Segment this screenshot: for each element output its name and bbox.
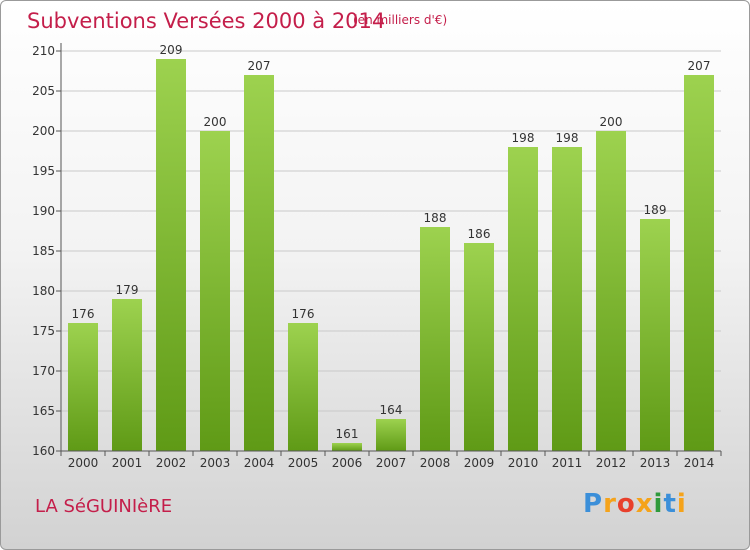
- bar-value-label: 198: [556, 131, 579, 145]
- bar: [288, 323, 318, 451]
- x-tick-label: 2012: [596, 456, 627, 470]
- x-tick-label: 2008: [420, 456, 451, 470]
- y-tick-label: 165: [32, 404, 55, 418]
- bar-value-label: 189: [644, 203, 667, 217]
- x-tick-label: 2006: [332, 456, 363, 470]
- bar-value-label: 207: [688, 59, 711, 73]
- bars: [68, 59, 714, 451]
- logo-letter: r: [603, 489, 617, 519]
- labels: 160 165 170 175 180 185 190 195 200 205 210 176 2000…: [32, 43, 714, 470]
- bar: [684, 75, 714, 451]
- place-name: LA SéGUINIèRE: [35, 496, 173, 517]
- y-tick-label: 190: [32, 204, 55, 218]
- y-tick-label: 210: [32, 44, 55, 58]
- logo-letter: o: [616, 489, 636, 519]
- y-tick-label: 170: [32, 364, 55, 378]
- axes: [56, 43, 722, 456]
- bar-value-label: 164: [380, 403, 403, 417]
- bar: [332, 443, 362, 451]
- bar-value-label: 207: [248, 59, 271, 73]
- x-tick-label: 2013: [640, 456, 671, 470]
- x-tick-label: 2000: [68, 456, 99, 470]
- logo-letter: i: [676, 489, 687, 519]
- logo-letter: P: [583, 489, 604, 519]
- logo-letter: i: [653, 489, 664, 519]
- y-tick-label: 205: [32, 84, 55, 98]
- bar: [112, 299, 142, 451]
- bar: [552, 147, 582, 451]
- logo-letter: t: [663, 489, 677, 519]
- y-tick-label: 195: [32, 164, 55, 178]
- proxiti-logo: Proxiti: [583, 489, 687, 519]
- bar: [68, 323, 98, 451]
- bar-value-label: 209: [160, 43, 183, 57]
- bar: [420, 227, 450, 451]
- y-tick-label: 175: [32, 324, 55, 338]
- chart-title: Subventions Versées 2000 à 2014: [27, 9, 386, 33]
- bar-value-label: 161: [336, 427, 359, 441]
- x-tick-label: 2002: [156, 456, 187, 470]
- bar: [596, 131, 626, 451]
- bar-value-label: 200: [204, 115, 227, 129]
- x-tick-label: 2010: [508, 456, 539, 470]
- x-tick-label: 2009: [464, 456, 495, 470]
- bar: [640, 219, 670, 451]
- y-tick-label: 160: [32, 444, 55, 458]
- logo-letter: x: [635, 489, 654, 519]
- bar: [200, 131, 230, 451]
- x-tick-label: 2005: [288, 456, 319, 470]
- bar: [508, 147, 538, 451]
- bar-value-label: 176: [72, 307, 95, 321]
- y-tick-label: 180: [32, 284, 55, 298]
- y-tick-label: 200: [32, 124, 55, 138]
- bar-value-label: 198: [512, 131, 535, 145]
- x-tick-label: 2004: [244, 456, 275, 470]
- x-tick-label: 2014: [684, 456, 715, 470]
- bar-value-label: 179: [116, 283, 139, 297]
- y-tick-label: 185: [32, 244, 55, 258]
- bar: [244, 75, 274, 451]
- bar-value-label: 176: [292, 307, 315, 321]
- bar-value-label: 188: [424, 211, 447, 225]
- bar: [376, 419, 406, 451]
- bar: [464, 243, 494, 451]
- bar: [156, 59, 186, 451]
- x-tick-label: 2007: [376, 456, 407, 470]
- x-tick-label: 2003: [200, 456, 231, 470]
- x-tick-label: 2001: [112, 456, 143, 470]
- unit-label: (en milliers d'€): [353, 13, 448, 27]
- bar-value-label: 186: [468, 227, 491, 241]
- x-tick-label: 2011: [552, 456, 583, 470]
- bar-value-label: 200: [600, 115, 623, 129]
